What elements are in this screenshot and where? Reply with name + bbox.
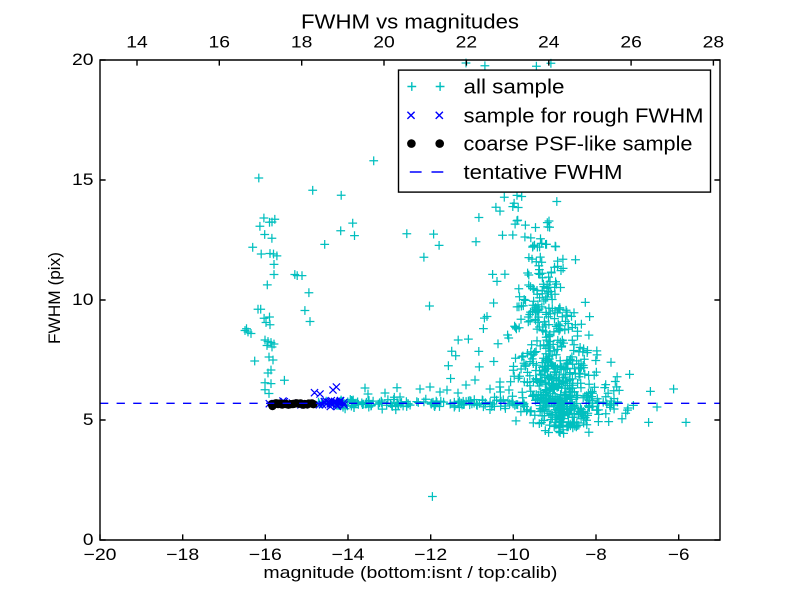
svg-text:16: 16 — [209, 33, 231, 52]
svg-text:−16: −16 — [249, 545, 282, 564]
svg-text:all sample: all sample — [464, 77, 565, 99]
svg-text:10: 10 — [72, 290, 94, 309]
svg-text:22: 22 — [456, 33, 478, 52]
svg-text:−20: −20 — [84, 545, 117, 564]
svg-text:−12: −12 — [414, 545, 447, 564]
svg-text:15: 15 — [72, 170, 94, 189]
svg-text:20: 20 — [72, 50, 94, 69]
svg-text:0: 0 — [83, 530, 94, 549]
svg-text:14: 14 — [126, 33, 148, 52]
svg-text:20: 20 — [373, 33, 395, 52]
svg-text:magnitude (bottom:isnt / top:c: magnitude (bottom:isnt / top:calib) — [263, 563, 557, 582]
svg-text:FWHM vs magnitudes: FWHM vs magnitudes — [301, 12, 519, 34]
svg-text:5: 5 — [83, 410, 94, 429]
svg-text:26: 26 — [620, 33, 642, 52]
svg-text:tentative FWHM: tentative FWHM — [464, 162, 623, 184]
svg-text:−18: −18 — [166, 545, 199, 564]
svg-text:18: 18 — [291, 33, 313, 52]
svg-text:−8: −8 — [585, 545, 607, 564]
svg-text:coarse PSF-like sample: coarse PSF-like sample — [464, 134, 693, 156]
svg-text:−10: −10 — [497, 545, 530, 564]
svg-text:sample for rough FWHM: sample for rough FWHM — [464, 105, 704, 127]
svg-text:FWHM (pix): FWHM (pix) — [45, 252, 64, 344]
svg-text:−6: −6 — [668, 545, 690, 564]
svg-text:28: 28 — [703, 33, 725, 52]
svg-text:24: 24 — [538, 33, 560, 52]
svg-text:−14: −14 — [332, 545, 365, 564]
